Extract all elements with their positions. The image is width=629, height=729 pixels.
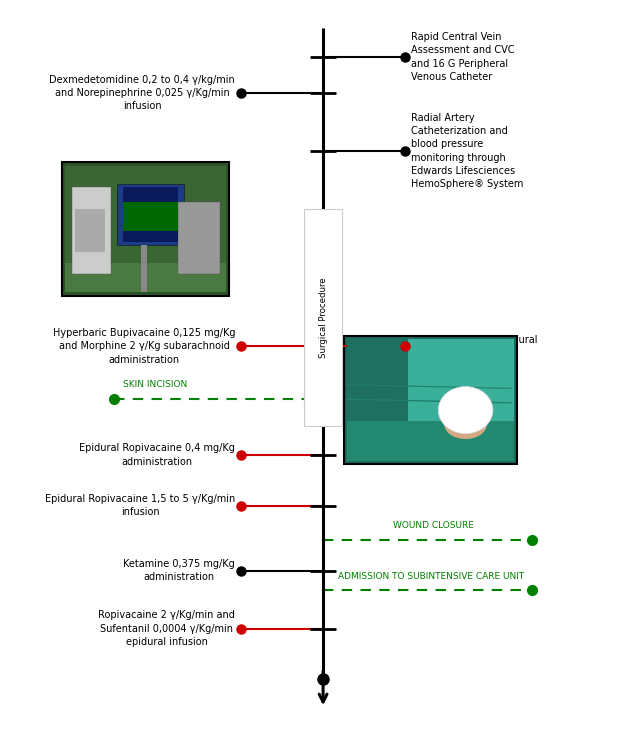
Text: Radial Artery
Catheterization and
blood pressure
monitoring through
Edwards Life: Radial Artery Catheterization and blood … [411,113,523,189]
Text: Hyperbaric Bupivacaine 0,125 mg/Kg
and Morphine 2 γ/Kg subarachnoid
administrati: Hyperbaric Bupivacaine 0,125 mg/Kg and M… [53,328,235,364]
Bar [123,202,177,230]
Text: Epidural Ropivacaine 0,4 mg/Kg
administration: Epidural Ropivacaine 0,4 mg/Kg administr… [79,443,235,467]
Text: WOUND CLOSURE: WOUND CLOSURE [393,521,474,530]
Text: Dexmedetomidine 0,2 to 0,4 γ/kg/min
and Norepinephrine 0,025 γ/Kg/min
infusion: Dexmedetomidine 0,2 to 0,4 γ/kg/min and … [50,75,235,112]
Bar [347,339,408,461]
Bar [123,187,177,241]
Bar [304,209,343,426]
Text: Ropivacaine 2 γ/Kg/min and
Sufentanil 0,0004 γ/Kg/min
epidural infusion: Ropivacaine 2 γ/Kg/min and Sufentanil 0,… [98,610,235,647]
Text: Surgical Procedure: Surgical Procedure [319,277,328,358]
Ellipse shape [438,386,493,434]
Bar [65,263,226,292]
Text: Epidural Ropivacaine 1,5 to 5 γ/Kg/min
infusion: Epidural Ropivacaine 1,5 to 5 γ/Kg/min i… [45,494,235,517]
Text: ADMISSION TO SUBINTENSIVE CARE UNIT: ADMISSION TO SUBINTENSIVE CARE UNIT [338,572,525,581]
Ellipse shape [444,410,487,439]
Bar [347,339,514,461]
Bar [117,184,184,245]
Bar [72,187,111,274]
Bar [142,245,147,292]
Bar [65,165,226,292]
Text: SKIN INCISION: SKIN INCISION [123,380,187,389]
Text: Combined Spinal-Epidural
Anesthesia: Combined Spinal-Epidural Anesthesia [411,335,538,358]
Bar [62,162,229,296]
Bar [347,339,514,421]
Text: Rapid Central Vein
Assessment and CVC
and 16 G Peripheral
Venous Catheter: Rapid Central Vein Assessment and CVC an… [411,32,515,82]
Bar [177,202,220,274]
Text: Ketamine 0,375 mg/Kg
administration: Ketamine 0,375 mg/Kg administration [123,559,235,582]
Bar [344,335,517,464]
Bar [347,421,514,461]
Bar [74,209,105,252]
